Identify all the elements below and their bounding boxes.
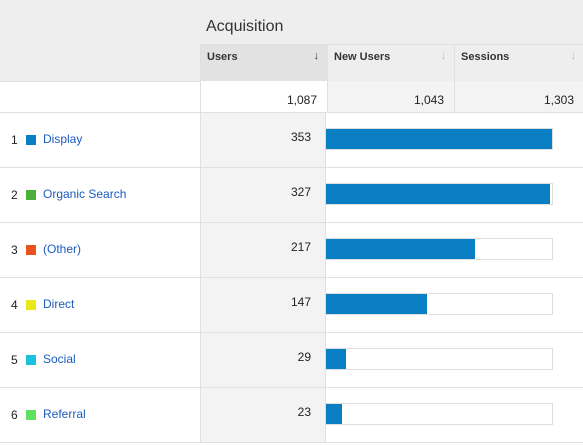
users-value: 147	[290, 295, 311, 309]
channel-link[interactable]: Display	[43, 132, 83, 146]
column-label-users: Users	[207, 51, 238, 63]
users-value: 353	[290, 130, 311, 144]
table-row: 1 Display 353	[0, 113, 583, 168]
row-rank: 6	[11, 408, 18, 422]
users-value: 217	[290, 240, 311, 254]
users-bar-fill	[326, 349, 346, 369]
total-sessions-cell: 1,303	[454, 81, 583, 113]
users-cell: 353	[200, 113, 326, 167]
column-header-sessions[interactable]: Sessions ↓	[454, 45, 583, 81]
legend-swatch	[26, 300, 36, 310]
row-rank: 3	[11, 243, 18, 257]
acquisition-title: Acquisition	[206, 18, 284, 35]
arrow-down-icon[interactable]: ↓	[440, 50, 447, 62]
users-bar-track	[325, 403, 553, 425]
total-new-users: 1,043	[413, 93, 444, 107]
users-cell: 327	[200, 168, 326, 222]
users-value: 327	[290, 185, 311, 199]
legend-swatch	[26, 410, 36, 420]
users-value: 23	[297, 405, 311, 419]
channel-link[interactable]: Referral	[43, 407, 86, 421]
legend-swatch	[26, 135, 36, 145]
total-users-cell: 1,087	[200, 81, 327, 113]
column-header-new-users[interactable]: New Users ↓	[327, 45, 454, 81]
legend-swatch	[26, 190, 36, 200]
users-bar-track	[325, 128, 553, 150]
users-bar-track	[325, 293, 553, 315]
users-cell: 29	[200, 333, 326, 387]
arrow-down-icon[interactable]: ↓	[313, 50, 320, 62]
channel-link[interactable]: Organic Search	[43, 187, 127, 201]
users-bar-fill	[326, 294, 427, 314]
users-bar-fill	[326, 404, 342, 424]
users-bar-fill	[326, 239, 475, 259]
users-value: 29	[297, 350, 311, 364]
users-cell: 23	[200, 388, 326, 442]
row-rank: 2	[11, 188, 18, 202]
column-header-users[interactable]: Users ↓	[200, 45, 327, 81]
total-users: 1,087	[286, 93, 317, 107]
column-label-new-users: New Users	[334, 51, 391, 63]
table-row: 4 Direct 147	[0, 278, 583, 333]
channel-link[interactable]: Social	[43, 352, 76, 366]
row-rank: 1	[11, 133, 18, 147]
total-new-users-cell: 1,043	[327, 81, 454, 113]
users-cell: 147	[200, 278, 326, 332]
channel-link[interactable]: (Other)	[43, 242, 82, 256]
total-sessions: 1,303	[543, 93, 574, 107]
users-bar-fill	[326, 184, 550, 204]
table-row: 2 Organic Search 327	[0, 168, 583, 223]
table-row: 6 Referral 23	[0, 388, 583, 443]
column-label-sessions: Sessions	[461, 51, 510, 63]
users-cell: 217	[200, 223, 326, 277]
legend-swatch	[26, 355, 36, 365]
acquisition-group-header	[200, 0, 583, 45]
table-row: 3 (Other) 217	[0, 223, 583, 278]
arrow-down-icon[interactable]: ↓	[570, 50, 577, 62]
users-bar-track	[325, 348, 553, 370]
users-bar-fill	[326, 129, 552, 149]
table-row: 5 Social 29	[0, 333, 583, 388]
users-bar-track	[325, 238, 553, 260]
legend-swatch	[26, 245, 36, 255]
row-rank: 5	[11, 353, 18, 367]
row-rank: 4	[11, 298, 18, 312]
users-bar-track	[325, 183, 553, 205]
totals-label-cell	[0, 81, 200, 113]
table-header-corner	[0, 0, 200, 82]
channel-link[interactable]: Direct	[43, 297, 75, 311]
